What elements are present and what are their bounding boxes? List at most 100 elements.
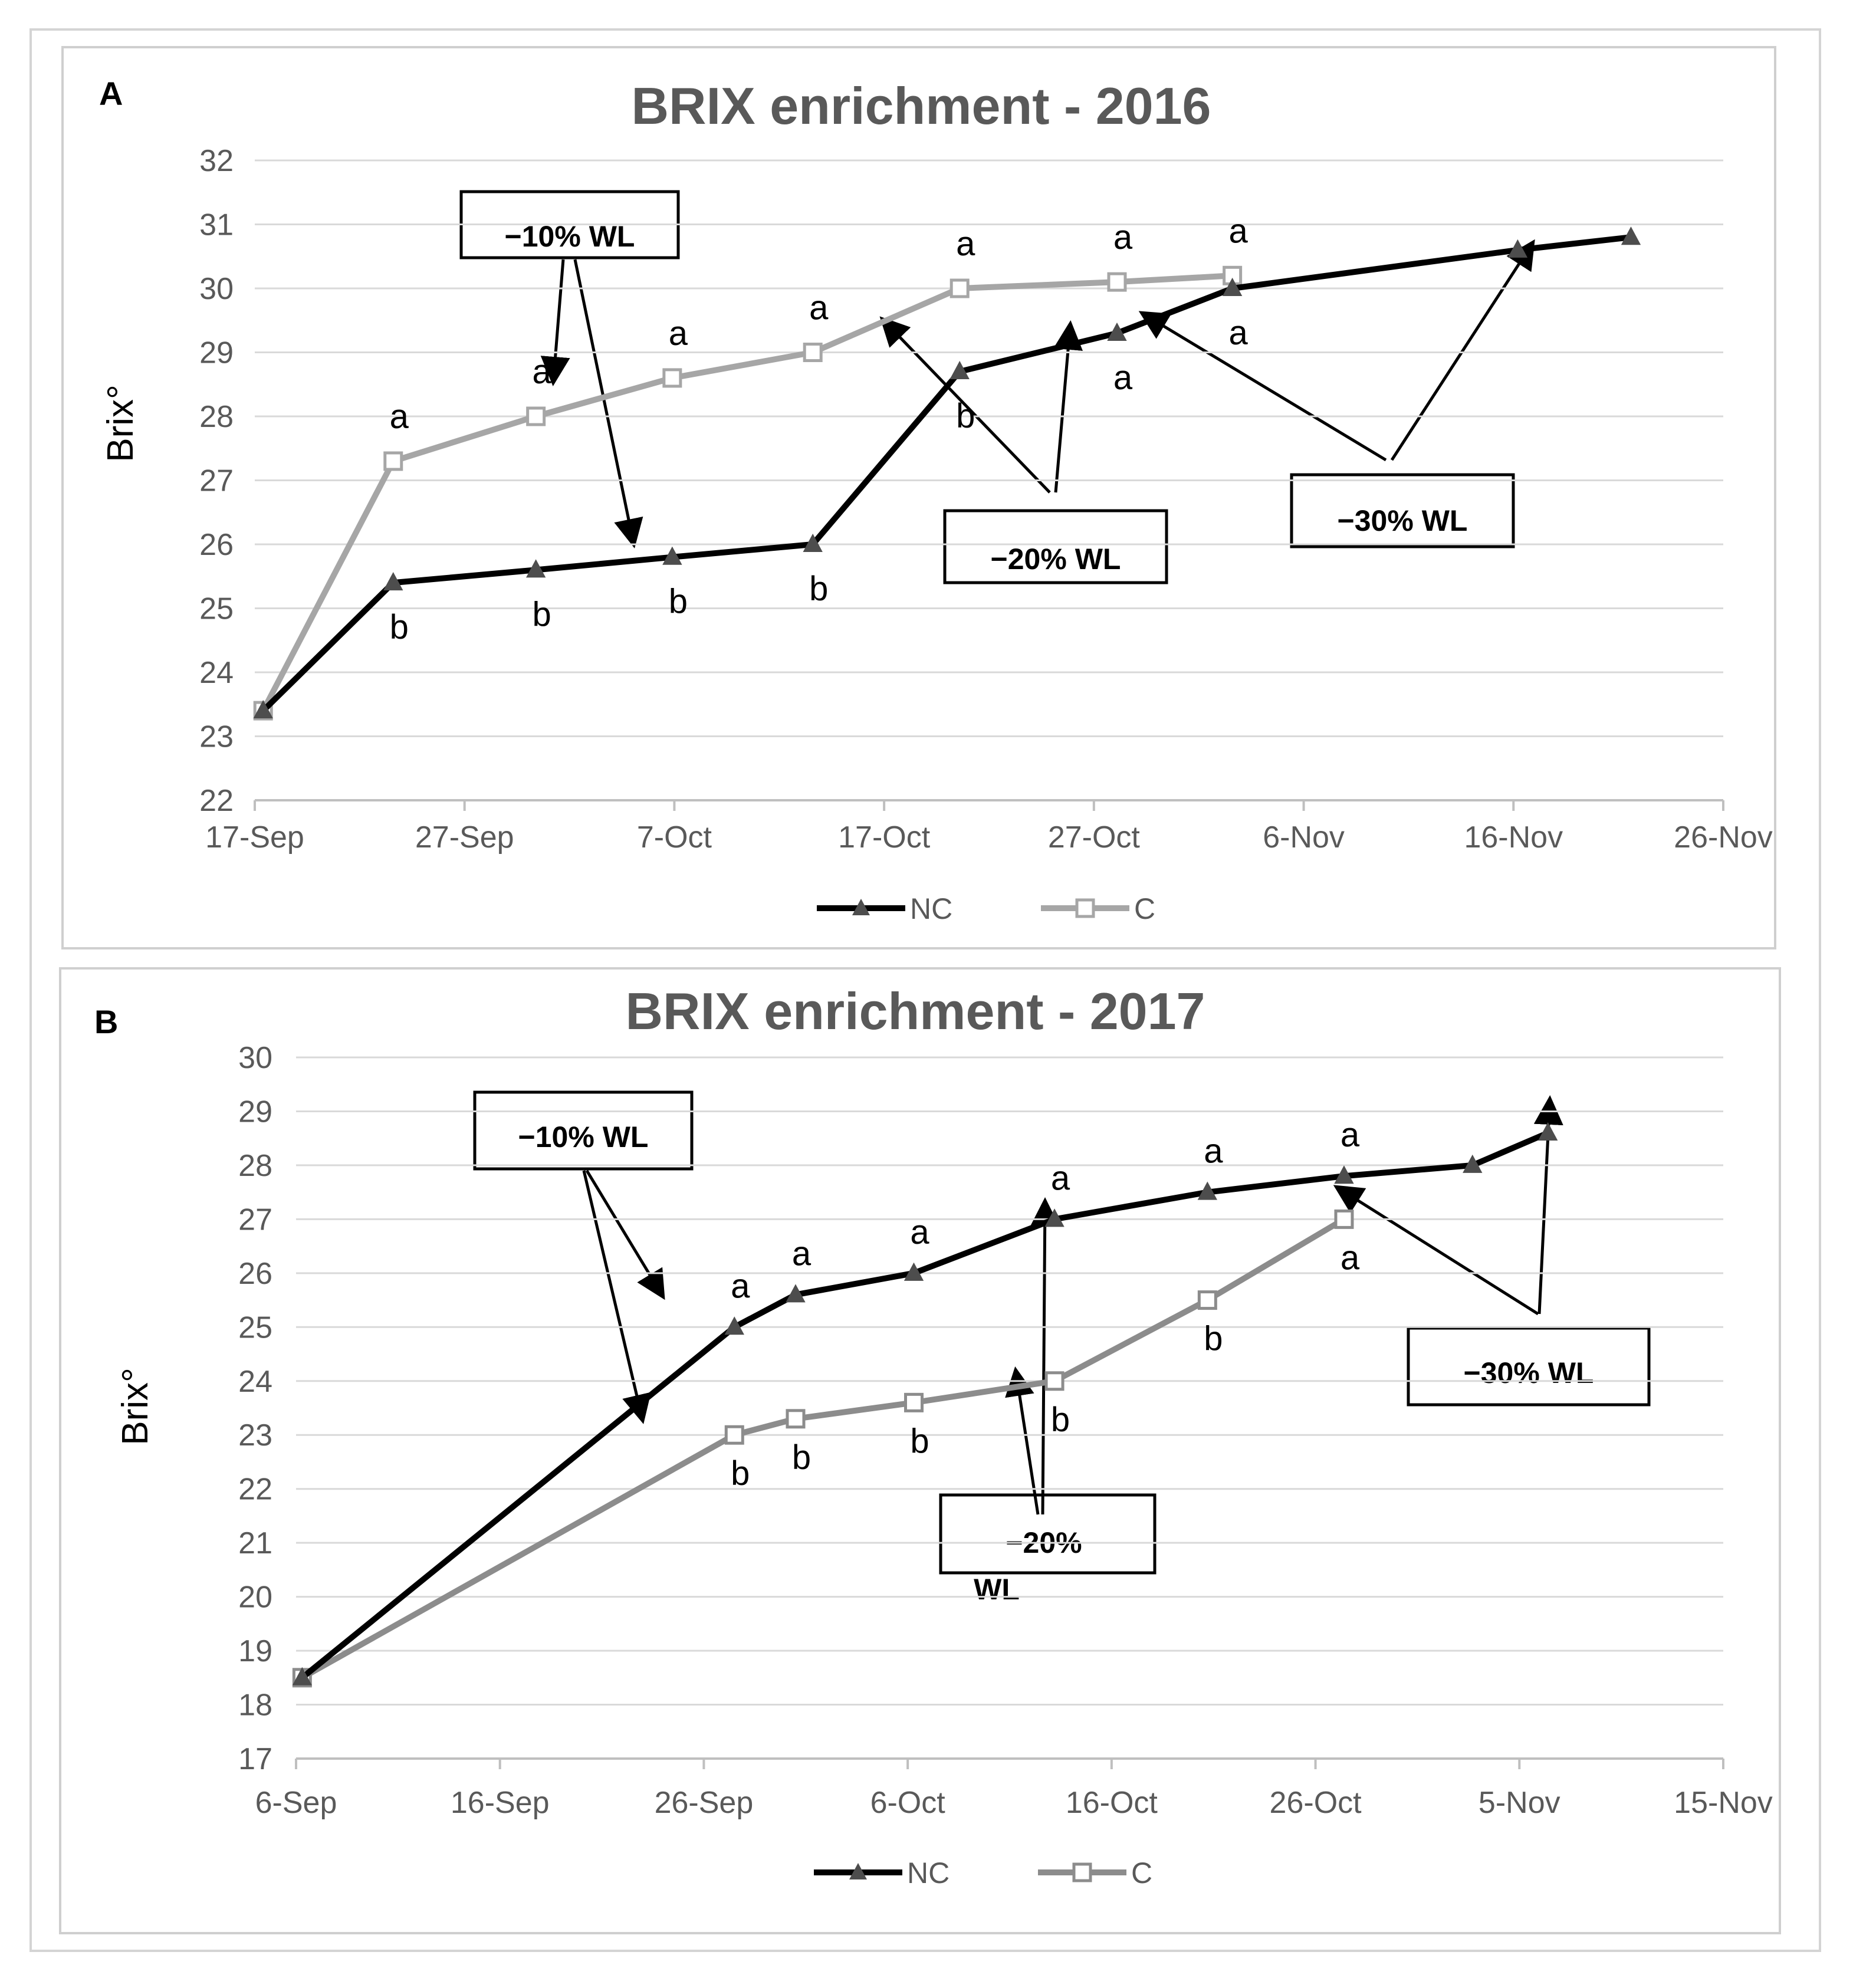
legend-marker-c: [1075, 898, 1095, 918]
annotation-b-10wl-box: [473, 1090, 694, 1171]
significance-label: b: [731, 1454, 750, 1493]
data-point-nc: [662, 546, 682, 565]
significance-label: b: [792, 1438, 811, 1477]
data-point-nc: [1334, 1165, 1354, 1184]
significance-label: a: [390, 397, 409, 436]
x-tick-label: 26-Nov: [1674, 820, 1773, 855]
data-point-c: [1044, 1371, 1065, 1391]
arrow-a-20wl-2: [1053, 320, 1083, 493]
y-tick-label: 29: [238, 1095, 272, 1129]
annotation-b-30wl: −30% WL: [1464, 1356, 1594, 1389]
significance-label: a: [1051, 1159, 1070, 1197]
y-tick-label: 19: [238, 1634, 272, 1668]
y-tick-label: 24: [238, 1365, 272, 1399]
data-point-nc: [253, 699, 273, 719]
data-point-nc: [1222, 277, 1243, 296]
panel-a-title: BRIX enrichment - 2016: [632, 77, 1211, 135]
data-point-nc: [903, 1262, 924, 1281]
y-tick-label: 30: [238, 1041, 272, 1075]
y-tick-label: 22: [199, 784, 234, 818]
significance-label: a: [1113, 218, 1133, 257]
data-point-c: [526, 406, 546, 426]
legend-marker-c: [1072, 1862, 1092, 1882]
data-point-nc: [1107, 322, 1127, 341]
arrow-b-10wl-1: [585, 1169, 665, 1300]
y-tick-label: 25: [238, 1310, 272, 1345]
x-tick-label: 16-Sep: [451, 1786, 550, 1820]
annotation-a-30wl-box: [1290, 473, 1515, 548]
y-tick-label: 25: [199, 592, 234, 626]
data-point-nc: [786, 1284, 806, 1303]
series-c: a a a a a a a: [253, 212, 1248, 721]
x-tick-label: 26-Sep: [655, 1786, 754, 1820]
data-point-c: [724, 1425, 744, 1445]
data-point-nc: [950, 360, 970, 380]
figure-frame: [29, 28, 1821, 1952]
x-tick-label: 7-Oct: [637, 820, 712, 855]
data-point-nc: [1463, 1154, 1483, 1173]
significance-label: a: [792, 1234, 811, 1273]
data-point-nc: [1197, 1181, 1218, 1200]
significance-label: b: [1204, 1320, 1223, 1358]
significance-label: a: [1341, 1116, 1360, 1154]
panel-a-arrows: [540, 239, 1535, 548]
chart-panel-b: 17 18 19 20 21 22 23 24 25 26 27 28 29 30 6-Sep 16-Sep 2…: [238, 1041, 1773, 1890]
data-point-nc: [803, 533, 823, 552]
legend-label-nc: NC: [907, 1856, 950, 1890]
data-point-c: [786, 1409, 806, 1429]
significance-label: a: [533, 353, 552, 391]
panel-b-y-axis-label: Brix°: [115, 1368, 156, 1445]
significance-label: b: [1051, 1401, 1070, 1439]
legend-label-nc: NC: [910, 892, 952, 925]
y-tick-label: 17: [238, 1742, 272, 1776]
x-tick-label: 17-Oct: [838, 820, 931, 855]
series-line-c: [260, 272, 1233, 712]
annotation-b-10wl: −10% WL: [518, 1120, 649, 1154]
y-tick-label: 24: [199, 656, 234, 690]
x-tick-label: 16-Nov: [1464, 820, 1563, 855]
data-point-c: [1197, 1290, 1217, 1310]
arrow-b-20-2: [1030, 1197, 1060, 1515]
data-point-nc: [724, 1316, 744, 1335]
legend: NC C: [814, 1856, 1152, 1890]
legend: NC C: [817, 892, 1155, 925]
data-point-c: [383, 451, 403, 471]
y-tick-label: 26: [238, 1257, 272, 1291]
significance-label: b: [533, 595, 551, 633]
arrow-b-10wl-2: [582, 1170, 652, 1424]
series-nc: a a a a a a: [292, 1116, 1558, 1685]
x-tick-label: 27-Sep: [415, 820, 514, 855]
significance-label: a: [1228, 314, 1248, 352]
data-point-c: [803, 343, 823, 362]
annotation-b-20-box: [939, 1493, 1157, 1575]
x-tick-label: 17-Sep: [205, 820, 304, 855]
data-point-nc: [1538, 1122, 1558, 1141]
y-tick-label: 23: [199, 720, 234, 754]
arrow-b-30wl-1: [1333, 1185, 1539, 1316]
legend-marker-nc: [852, 899, 870, 915]
panel-b-frame: [59, 967, 1781, 1934]
y-tick-label: 27: [238, 1202, 272, 1237]
x-tick-label: 6-Nov: [1263, 820, 1345, 855]
significance-label: a: [910, 1213, 929, 1251]
x-tick-label: 5-Nov: [1479, 1786, 1560, 1820]
significance-label: a: [1113, 359, 1133, 397]
arrow-b-20-1: [1005, 1366, 1040, 1515]
x-tick-label: 26-Oct: [1270, 1786, 1362, 1820]
y-tick-label: 21: [238, 1526, 272, 1560]
significance-label: a: [669, 314, 688, 353]
arrow-a-20wl-1: [879, 316, 1051, 494]
annotation-a-20wl: −20% WL: [991, 543, 1121, 576]
data-point-nc: [292, 1667, 313, 1685]
y-tick-label: 23: [238, 1418, 272, 1453]
data-point-nc: [525, 559, 546, 578]
significance-label: b: [956, 397, 975, 435]
y-tick-label: 32: [199, 144, 234, 178]
annotation-b-wl: WL: [974, 1573, 1020, 1606]
significance-label: a: [1341, 1238, 1360, 1277]
x-tick-label: 15-Nov: [1674, 1786, 1773, 1820]
chart-panel-a: 22 23 24 25 26 27 28 29 30 31 32 17-Sep 27-Sep 7-Oct 1…: [199, 144, 1773, 925]
significance-label: b: [910, 1422, 929, 1460]
y-tick-label: 26: [199, 528, 234, 562]
